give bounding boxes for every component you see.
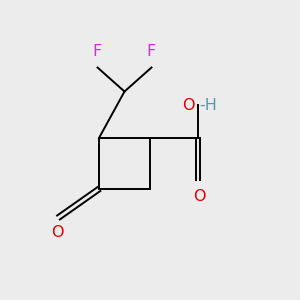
Text: O: O (193, 189, 206, 204)
Text: -H: -H (200, 98, 217, 112)
Text: F: F (147, 44, 156, 59)
Text: O: O (182, 98, 195, 112)
Text: F: F (93, 44, 102, 59)
Text: O: O (51, 225, 63, 240)
